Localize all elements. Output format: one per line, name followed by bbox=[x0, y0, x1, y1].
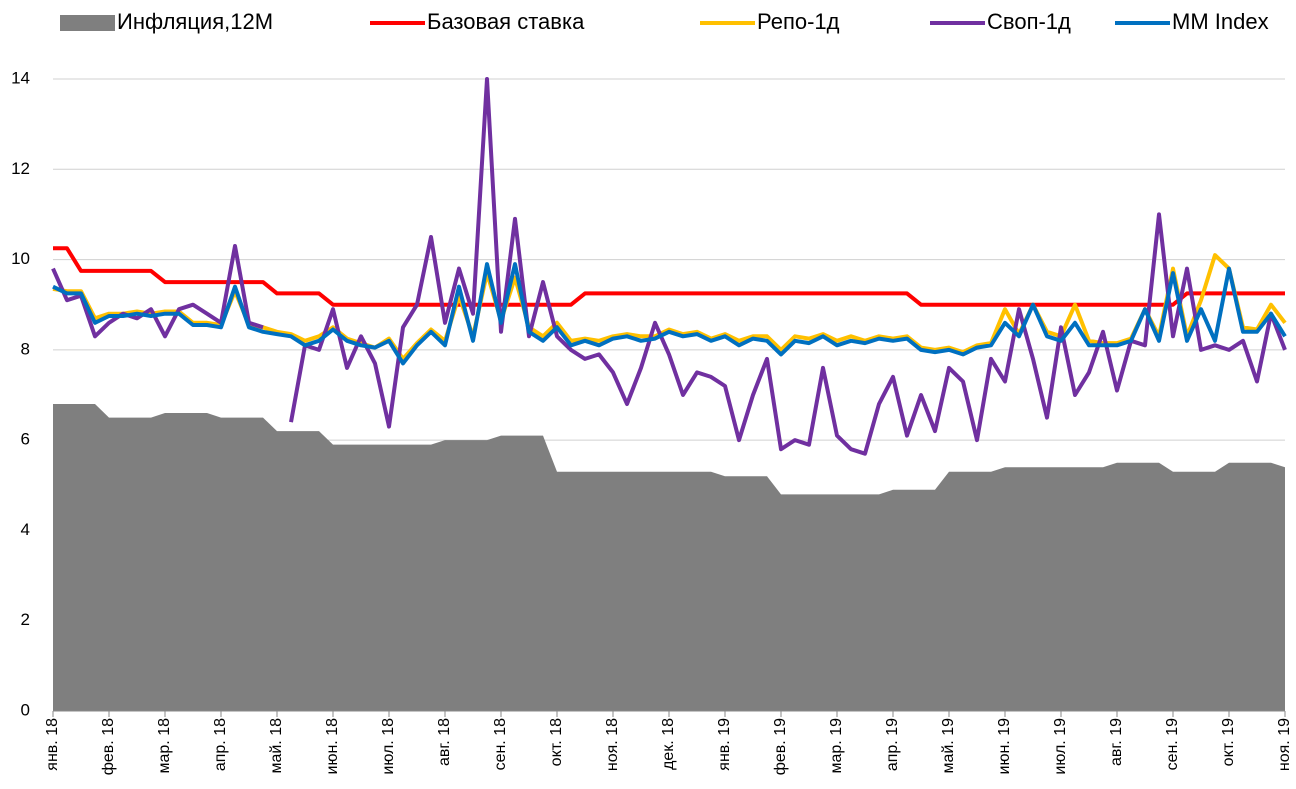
x-tick-label: окт. 18 bbox=[548, 718, 565, 766]
x-tick-label: фев. 19 bbox=[772, 718, 789, 775]
x-tick-label: май. 18 bbox=[268, 718, 285, 774]
y-tick-label: 4 bbox=[21, 520, 30, 539]
y-tick-label: 14 bbox=[11, 68, 30, 87]
y-tick-label: 2 bbox=[21, 610, 30, 629]
x-tick-label: май. 19 bbox=[940, 718, 957, 774]
y-tick-label: 0 bbox=[21, 700, 30, 719]
y-tick-label: 10 bbox=[11, 249, 30, 268]
x-tick-label: сен. 19 bbox=[1164, 718, 1181, 771]
y-tick-label: 12 bbox=[11, 159, 30, 178]
legend-label: MM Index bbox=[1172, 9, 1269, 34]
x-tick-label: мар. 19 bbox=[828, 718, 845, 774]
legend-label: Инфляция,12М bbox=[117, 9, 273, 34]
x-tick-label: апр. 18 bbox=[212, 718, 229, 771]
area bbox=[53, 404, 1285, 711]
legend-label: Базовая ставка bbox=[427, 9, 585, 34]
x-tick-label: апр. 19 bbox=[884, 718, 901, 771]
legend-swatch bbox=[60, 15, 115, 31]
x-tick-label: ноя. 18 bbox=[604, 718, 621, 771]
x-tick-label: сен. 18 bbox=[492, 718, 509, 771]
y-tick-label: 8 bbox=[21, 339, 30, 358]
x-tick-label: мар. 18 bbox=[156, 718, 173, 774]
x-tick-label: дек. 18 bbox=[660, 718, 677, 770]
y-tick-label: 6 bbox=[21, 430, 30, 449]
x-tick-label: июл. 19 bbox=[1052, 718, 1069, 775]
x-tick-label: июн. 19 bbox=[996, 718, 1013, 775]
x-tick-label: авг. 19 bbox=[1108, 718, 1125, 766]
x-tick-label: фев. 18 bbox=[100, 718, 117, 775]
x-tick-label: окт. 19 bbox=[1220, 718, 1237, 766]
line bbox=[53, 246, 1285, 307]
legend-label: Своп-1д bbox=[987, 9, 1071, 34]
x-tick-label: янв. 18 bbox=[44, 718, 61, 771]
x-tick-label: ноя. 19 bbox=[1276, 718, 1293, 771]
x-tick-label: июн. 18 bbox=[324, 718, 341, 775]
x-tick-label: июл. 18 bbox=[380, 718, 397, 775]
line bbox=[52, 262, 1287, 366]
x-tick-label: авг. 18 bbox=[436, 718, 453, 766]
x-tick-label: янв. 19 bbox=[716, 718, 733, 771]
line bbox=[51, 77, 1287, 456]
legend-label: Репо-1д bbox=[757, 9, 840, 34]
